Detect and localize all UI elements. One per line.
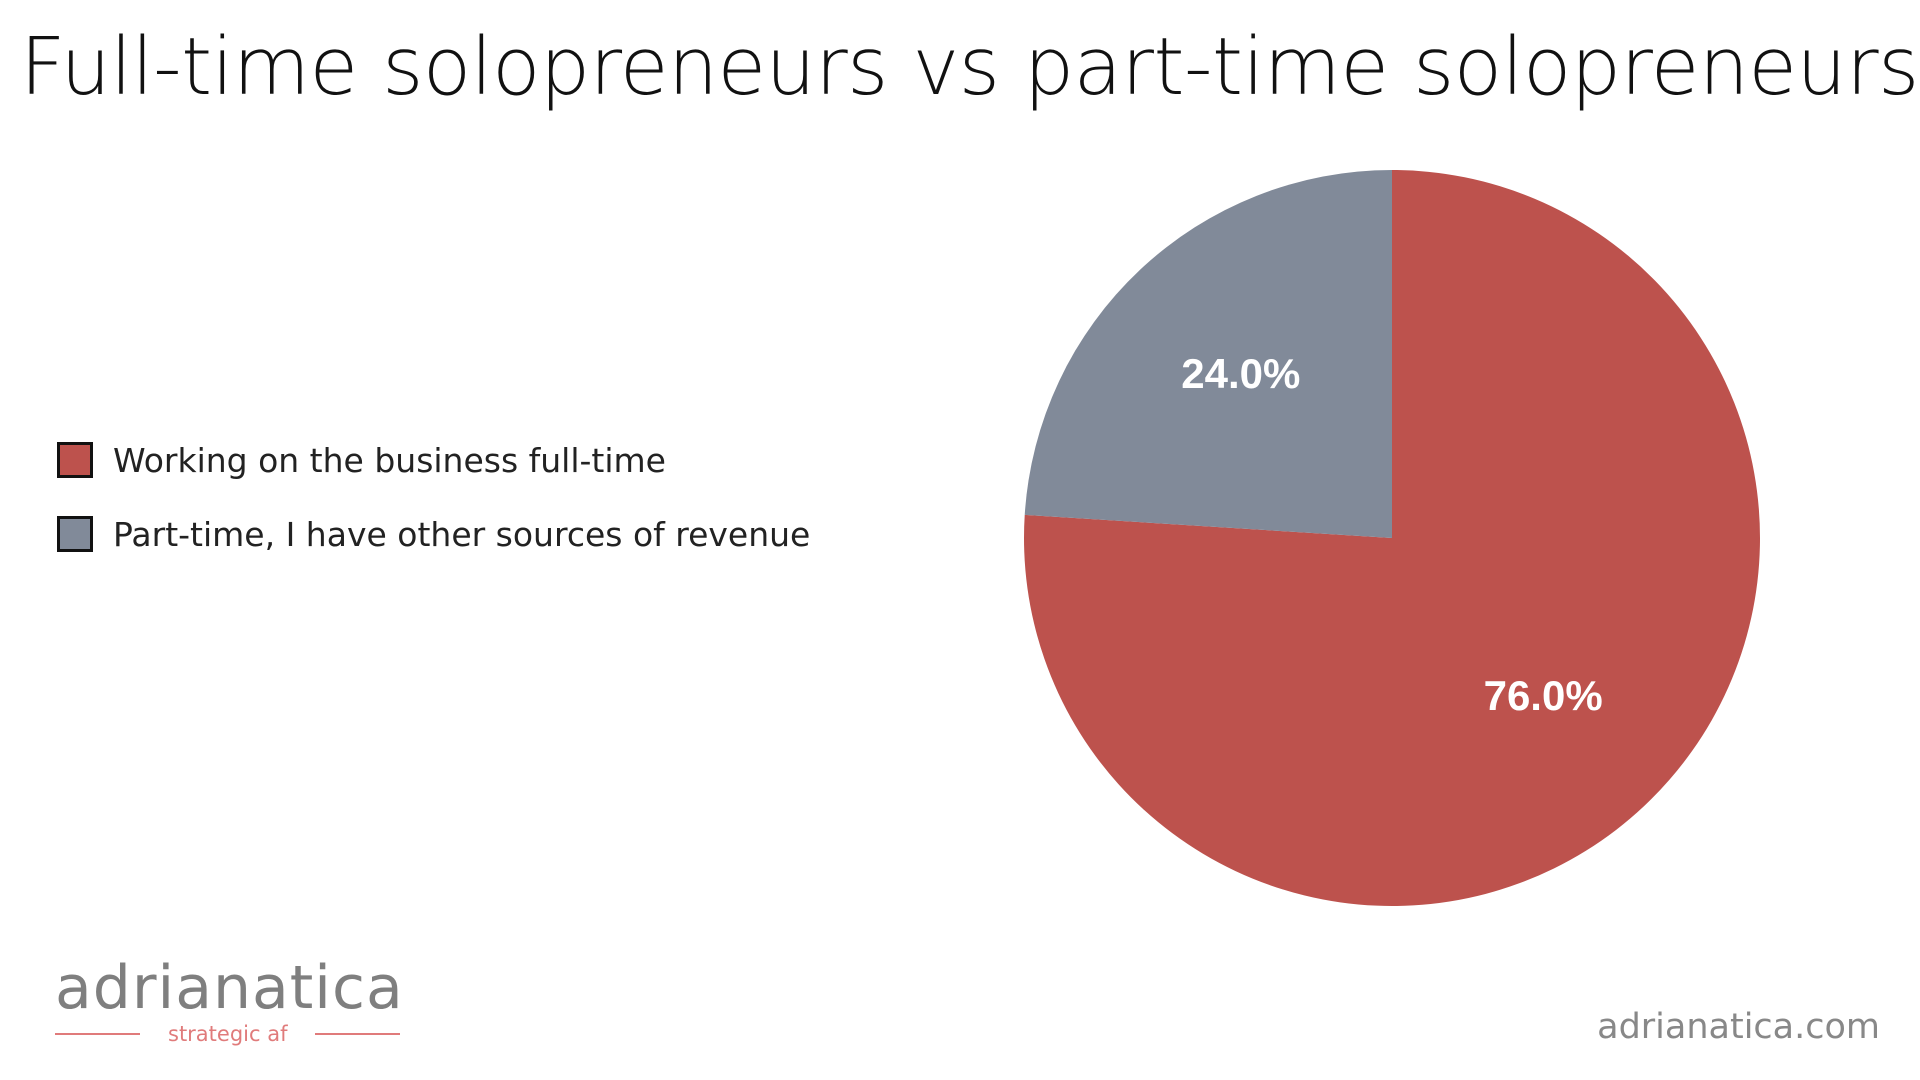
legend-item-full-time: Working on the business full-time xyxy=(57,438,810,482)
legend-swatch-part-time xyxy=(57,516,93,552)
legend-label-full-time: Working on the business full-time xyxy=(113,440,666,480)
website-url: adrianatica.com xyxy=(1597,1007,1880,1047)
pie-slice-0 xyxy=(1024,170,1761,906)
pie-slice-label-1: 24.0% xyxy=(1181,350,1300,397)
legend-swatch-full-time xyxy=(57,442,93,478)
pie-slice-label-0: 76.0% xyxy=(1484,672,1603,719)
legend-item-part-time: Part-time, I have other sources of reven… xyxy=(57,512,810,556)
legend-label-part-time: Part-time, I have other sources of reven… xyxy=(113,514,811,554)
brand-logo-text: adrianatica xyxy=(55,953,404,1023)
brand-rule-right xyxy=(315,1033,401,1035)
chart-legend: Working on the business full-time Part-t… xyxy=(57,438,810,586)
brand-rule-left xyxy=(55,1033,140,1035)
chart-title: Full-time solopreneurs vs part-time solo… xyxy=(20,21,1919,113)
pie-slice-1 xyxy=(1024,170,1392,538)
brand-tagline-row: strategic af xyxy=(55,1022,405,1046)
brand-tagline: strategic af xyxy=(168,1022,288,1046)
brand-logo: adrianatica strategic af xyxy=(55,958,405,1046)
